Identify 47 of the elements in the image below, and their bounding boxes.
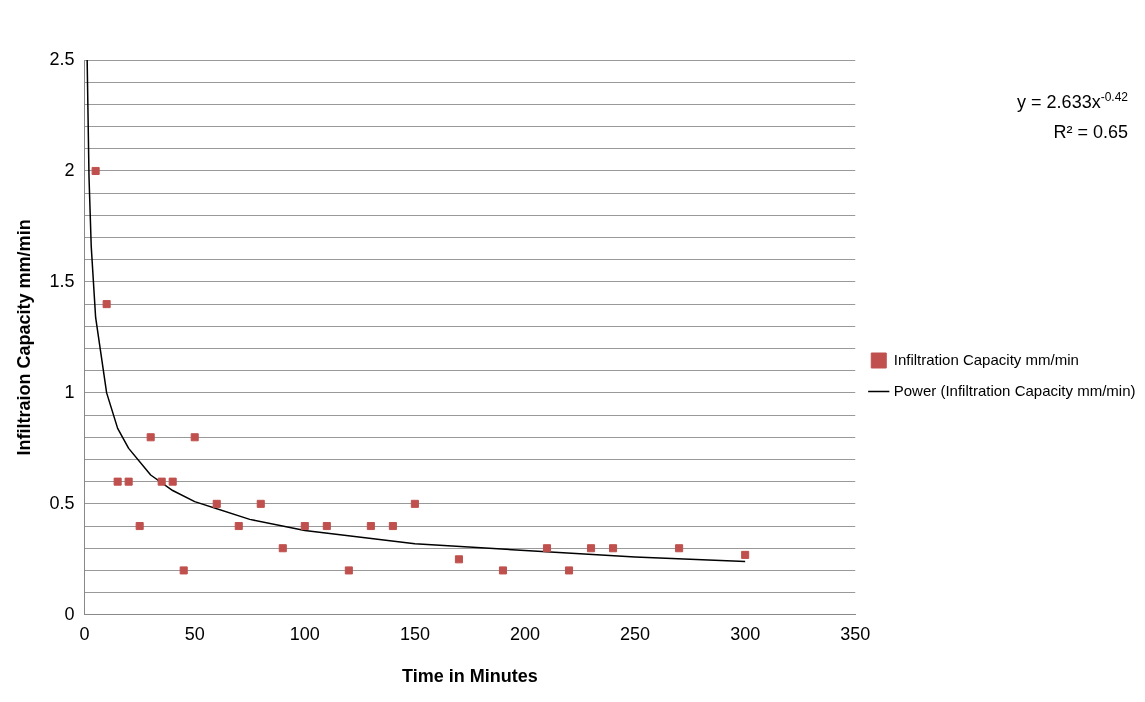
point — [564, 566, 574, 575]
x-axis-title: Time in Minutes — [402, 666, 538, 687]
point — [113, 477, 122, 486]
point — [234, 522, 243, 531]
point — [157, 477, 166, 486]
x-tick-label: 0 — [79, 623, 90, 644]
y-tick-label: 1 — [64, 381, 75, 402]
point — [498, 566, 507, 575]
y-tick-label: 1.5 — [49, 270, 75, 291]
x-tick-label: 150 — [399, 623, 430, 644]
x-tick-label: 200 — [509, 623, 540, 644]
point — [322, 522, 331, 531]
x-tick-label: 100 — [289, 623, 320, 644]
legend-label: Power (Infiltration Capacity mm/min) — [893, 381, 1136, 399]
point — [102, 300, 111, 309]
y-tick-label: 0.5 — [49, 492, 75, 513]
y-tick-label: 2.5 — [49, 48, 75, 69]
x-tick-label: 50 — [184, 623, 205, 644]
point — [179, 566, 188, 575]
point — [168, 477, 177, 486]
point — [675, 544, 684, 553]
point — [278, 544, 287, 553]
y-tick-label: 2 — [64, 159, 75, 180]
point — [388, 522, 397, 531]
text: R² = 0.65 — [1053, 122, 1129, 142]
x-tick-label: 250 — [620, 623, 651, 644]
point — [410, 499, 419, 508]
point — [146, 433, 155, 442]
x-tick-label: 350 — [840, 623, 871, 644]
point — [587, 544, 596, 553]
point — [366, 522, 375, 531]
point — [542, 544, 552, 553]
point — [256, 499, 265, 508]
legend-label: Infiltration Capacity mm/min — [893, 350, 1079, 368]
point — [454, 555, 463, 564]
point — [124, 477, 133, 486]
y-tick-label: 0 — [64, 603, 75, 624]
point — [190, 433, 199, 442]
point — [135, 522, 144, 531]
point — [212, 499, 221, 508]
point — [609, 544, 618, 553]
point — [741, 550, 750, 559]
point — [344, 566, 353, 575]
point — [91, 166, 100, 175]
x-tick-label: 300 — [730, 623, 761, 644]
y-axis-title: Infiltraion Capacity mm/min — [13, 219, 34, 456]
point — [300, 522, 309, 531]
